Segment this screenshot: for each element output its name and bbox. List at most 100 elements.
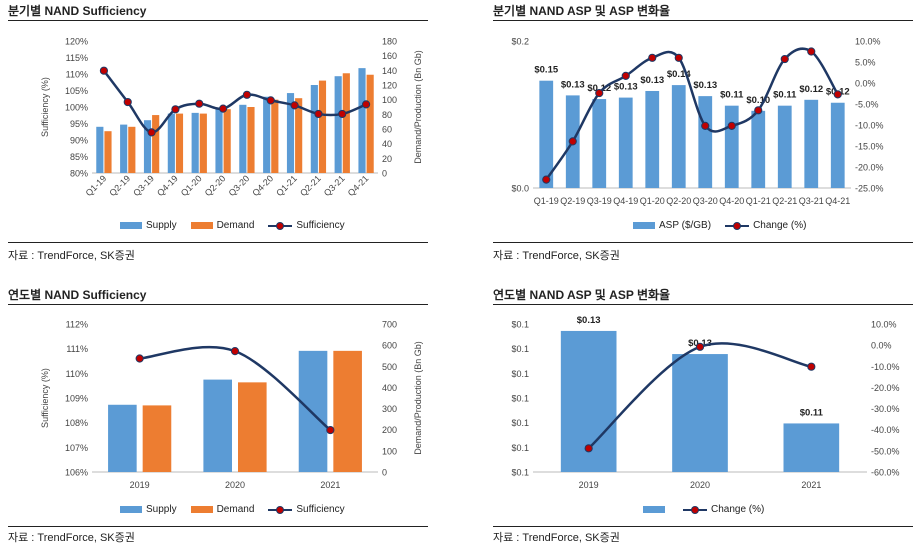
y2-tick-label: -40.0%: [871, 425, 900, 435]
bar-supply: [96, 126, 104, 173]
x-tick-label: Q4-21: [346, 173, 371, 198]
y2-tick-label: 100: [382, 446, 397, 456]
data-label: $0.12: [799, 84, 823, 95]
y2-tick-label: 100: [382, 95, 397, 105]
data-label: $0.11: [720, 90, 744, 101]
y2-tick-label: -30.0%: [871, 404, 900, 414]
legend-label: ASP ($/GB): [659, 220, 712, 231]
x-tick-label: Q3-19: [587, 196, 612, 206]
x-tick-label: 2019: [579, 480, 599, 490]
y-tick-label: $0.1: [511, 394, 529, 404]
x-tick-label: Q2-21: [298, 173, 323, 198]
y2-tick-label: 0: [382, 169, 387, 179]
change-point: [674, 53, 683, 62]
y2-tick-label: 0.0%: [871, 341, 892, 351]
source-note: 자료 : TrendForce, SK증권: [8, 532, 135, 544]
data-label: $0.11: [773, 90, 797, 101]
bar-supply: [239, 104, 247, 173]
x-tick-label: Q4-19: [613, 196, 638, 206]
x-tick-label: Q1-21: [746, 196, 771, 206]
sufficiency-point: [361, 100, 371, 109]
bar-supply: [143, 120, 152, 173]
legend-item-supply: Supply: [120, 504, 177, 515]
x-tick-label: 2020: [690, 480, 710, 490]
y-tick-label: 100%: [65, 103, 88, 113]
bar-asp: [671, 85, 686, 188]
y2-tick-label: -15.0%: [855, 142, 884, 152]
y-tick-label: 120%: [65, 37, 88, 47]
y2-tick-label: 5.0%: [855, 58, 876, 68]
legend-item-change: Change (%): [683, 504, 764, 515]
x-tick-label: 2021: [320, 480, 340, 490]
x-tick-label: Q1-20: [179, 173, 204, 198]
chart-yearly-sufficiency: 112% 111% 110% 109% 108% 107% 106% 700 600 500 400…: [40, 320, 423, 491]
x-tick-label: Q1-20: [640, 196, 665, 206]
x-tick-label: Q2-19: [560, 196, 585, 206]
y2-tick-label: 10.0%: [855, 37, 881, 47]
y-tick-label: 110%: [66, 369, 88, 379]
x-tick-label: 2021: [801, 480, 821, 490]
bar-supply: [203, 379, 232, 472]
y-axis-title: Sufficiency (%): [40, 368, 50, 428]
bar-asp: [645, 90, 660, 188]
bar-demand: [175, 113, 184, 173]
legend-label: Supply: [146, 220, 177, 231]
legend-label: Demand: [216, 220, 255, 231]
sufficiency-point: [314, 109, 323, 119]
sufficiency-point: [147, 128, 156, 137]
x-tick-label: Q3-20: [227, 173, 252, 198]
bar-supply: [286, 93, 295, 173]
data-label: $0.13: [614, 82, 638, 93]
bar-demand: [318, 80, 327, 173]
legend-item-change: Change (%): [725, 220, 806, 231]
change-point: [833, 90, 842, 99]
y2-tick-label: 400: [382, 383, 397, 393]
legend-swatch-change: [725, 221, 750, 230]
legend: ASP ($/GB) Change (%): [633, 220, 806, 231]
y-tick-label: $0.1: [511, 443, 529, 453]
x-tick-label: Q4-21: [825, 196, 850, 206]
bar-demand: [104, 131, 112, 173]
y2-tick-label: 20: [382, 154, 392, 164]
bar-demand: [366, 74, 374, 173]
bar-demand: [142, 405, 172, 472]
title-rule: [493, 20, 913, 21]
x-tick-label: Q3-21: [799, 196, 824, 206]
sufficiency-point: [266, 96, 275, 105]
bar-demand: [271, 99, 279, 173]
y2-tick-label: 0.0%: [855, 79, 876, 89]
bar-supply: [263, 96, 271, 173]
bar-asp: [804, 99, 819, 188]
sufficiency-point: [195, 99, 204, 108]
y-tick-label: $0.1: [511, 320, 529, 330]
x-tick-label: Q2-19: [107, 173, 132, 198]
y-tick-label: $0.1: [511, 344, 529, 354]
legend-item-sufficiency: Sufficiency: [268, 504, 345, 515]
data-label: $0.13: [693, 80, 717, 91]
source-rule: [8, 242, 428, 243]
panel-quarterly-asp: 분기별 NAND ASP 및 ASP 변화율 $0.2 $0.0 10.0% 5.0%…: [493, 2, 919, 272]
sufficiency-point: [230, 347, 240, 356]
legend-item-demand: Demand: [190, 504, 254, 515]
bar-supply: [358, 68, 366, 173]
legend-label: Change (%): [753, 220, 807, 231]
source-rule: [493, 242, 913, 243]
legend-item-demand: Demand: [190, 220, 255, 231]
y-tick-label: $0.1: [511, 369, 529, 379]
bar-supply: [167, 113, 175, 173]
y2-tick-label: -20.0%: [855, 163, 884, 173]
data-label: $0.15: [534, 65, 558, 76]
y-tick-label: $0.1: [511, 468, 529, 478]
y2-tick-label: -50.0%: [871, 446, 900, 456]
y2-tick-label: -60.0%: [871, 468, 900, 478]
title-rule: [8, 304, 428, 305]
legend-swatch-sufficiency: [268, 505, 293, 514]
source-rule: [8, 526, 428, 527]
bar-demand: [295, 98, 303, 173]
title-rule: [493, 304, 913, 305]
bar-supply: [215, 108, 223, 173]
x-tick-label: Q4-20: [250, 173, 275, 198]
source-note: 자료 : TrendForce, SK증권: [493, 250, 620, 262]
y2-tick-label: 200: [382, 425, 397, 435]
x-tick-label: Q3-19: [131, 173, 156, 198]
